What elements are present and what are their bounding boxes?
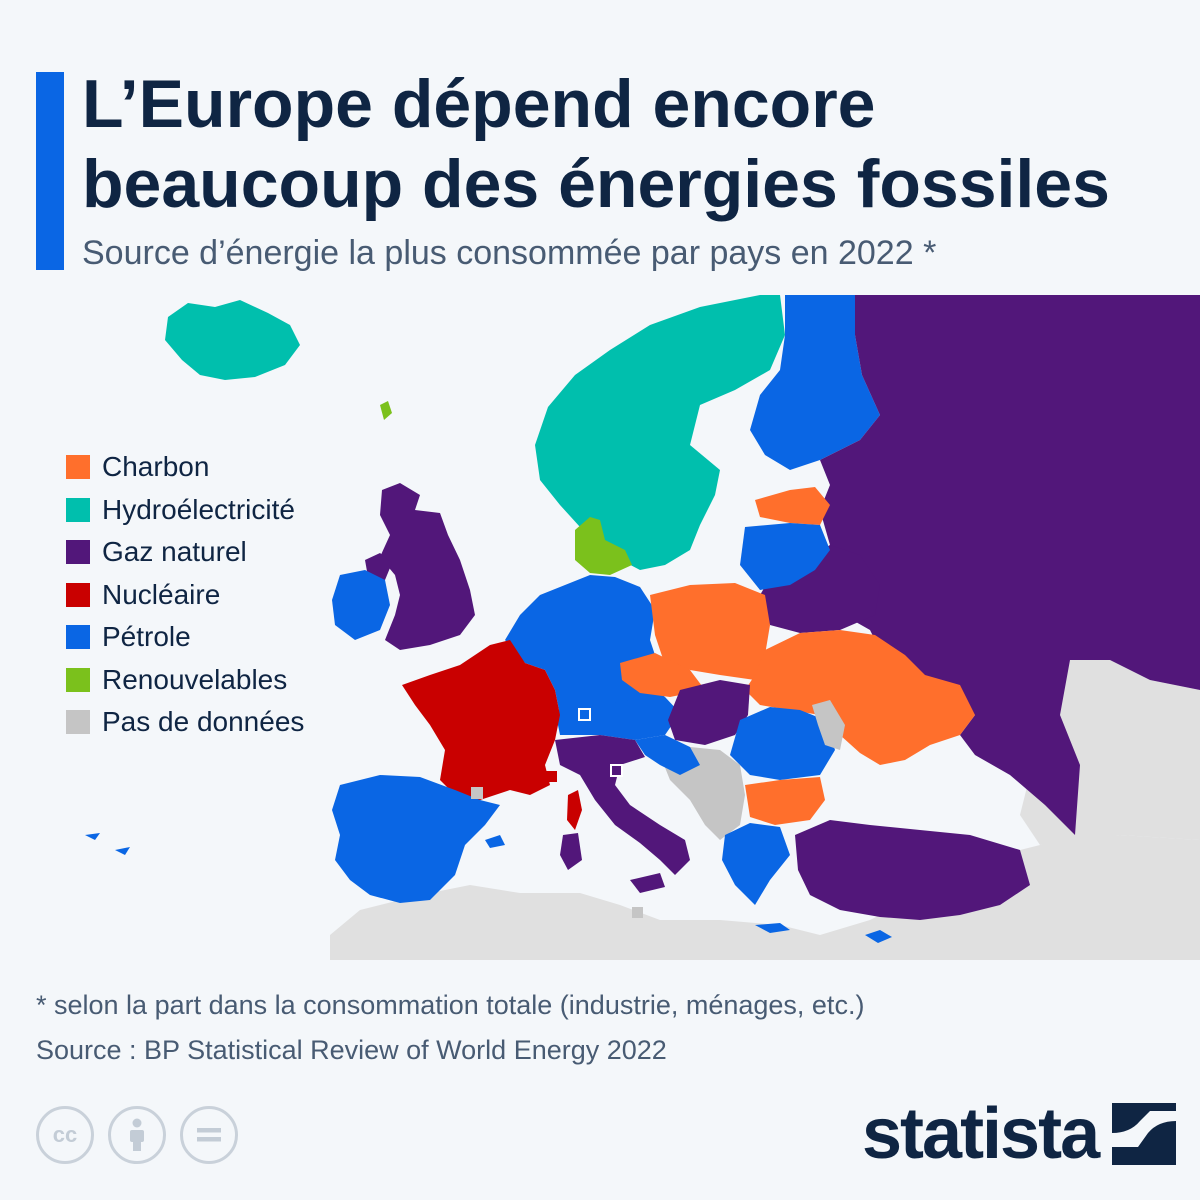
malta [632,907,643,918]
sicily [630,873,665,893]
statista-logo-icon [1112,1103,1177,1165]
crete [755,923,790,933]
greece [722,823,790,905]
legend-item-nucleaire: Nucléaire [66,574,304,617]
by-icon[interactable] [108,1106,166,1164]
finland [750,295,880,470]
title-line-1: L’Europe dépend encore [82,66,876,142]
statista-logo[interactable]: statista [862,1094,1177,1174]
europe-map [85,295,1200,960]
ukraine [745,630,975,765]
subtitle: Source d’énergie la plus consommée par p… [82,234,937,272]
legend-swatch-hydro [66,497,90,522]
turkey [795,820,1030,920]
moldova [812,700,845,750]
statista-wordmark: statista [862,1094,1100,1174]
benelux-germany [505,575,665,725]
legend-swatch-charbon [66,455,90,480]
title-accent-bar [36,72,64,270]
nd-icon[interactable] [180,1106,238,1164]
liechtenstein [578,708,591,721]
romania [730,707,835,780]
russia-region [800,295,1200,835]
legend-label: Nucléaire [102,578,221,610]
person-icon [130,1118,144,1151]
monaco [546,771,557,782]
legend-swatch-renouvelables [66,667,90,692]
norway-sweden [535,295,785,570]
cyprus [865,930,892,943]
legend-item-petrole: Pétrole [66,616,304,659]
title-line-2: beaucoup des énergies fossiles [82,146,1110,222]
sardinia [560,833,582,870]
legend-label: Charbon [102,451,210,483]
canary-islands [85,833,130,855]
legend-item-charbon: Charbon [66,446,304,489]
slovakia-hungary [668,680,750,745]
iceland [165,300,300,380]
legend-item-renouvelables: Renouvelables [66,659,304,702]
austria-switzerland [555,697,680,740]
faroe-islands [380,401,392,420]
legend-item-hydro: Hydroélectricité [66,489,304,532]
legend-item-pas-de-donnees: Pas de données [66,701,304,744]
estonia [755,487,830,525]
andorra [471,787,483,799]
legend-label: Gaz naturel [102,536,247,568]
poland [650,583,770,680]
legend-label: Hydroélectricité [102,493,295,525]
croatia-slovenia [635,735,700,775]
cc-icon[interactable]: cc [36,1106,94,1164]
san-marino [610,764,623,777]
france [402,640,560,800]
latvia-lithuania [740,523,830,590]
legend-label: Renouvelables [102,663,288,695]
footnote: * selon la part dans la consommation tot… [36,990,865,1020]
legend-item-gaz: Gaz naturel [66,531,304,574]
legend-swatch-nucleaire [66,582,90,607]
northern-ireland [365,553,392,580]
czechia [620,653,705,697]
legend-swatch-petrole [66,625,90,650]
source-link[interactable]: Source : BP Statistical Review of World … [36,1035,667,1065]
legend: Charbon Hydroélectricité Gaz naturel Nuc… [66,446,304,744]
iberia [332,775,500,903]
legend-label: Pétrole [102,621,191,653]
page-title: L’Europe dépend encore beaucoup des éner… [82,64,1182,224]
corsica [567,790,582,830]
legend-label: Pas de données [102,706,305,738]
denmark [575,517,632,575]
balearic-islands [485,835,505,848]
legend-swatch-pas-de-donnees [66,710,90,735]
bulgaria [745,777,825,825]
equals-icon [197,1128,221,1142]
italy [555,735,690,875]
ireland [332,570,390,640]
united-kingdom [380,483,475,650]
legend-swatch-gaz [66,540,90,565]
